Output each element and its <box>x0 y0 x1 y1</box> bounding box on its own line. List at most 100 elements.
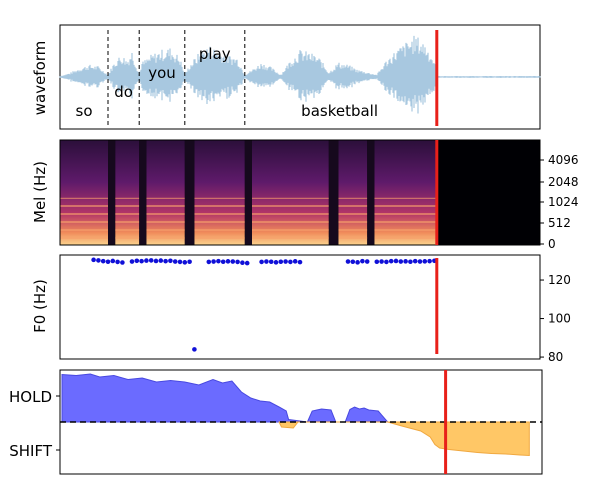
f0-point <box>182 260 188 265</box>
f0-point <box>417 259 423 264</box>
f0-point <box>158 258 164 263</box>
hs-ytick-label-shift: SHIFT <box>9 442 53 460</box>
mel-ytick-label-2: 1024 <box>548 195 579 209</box>
mel-heatmap <box>59 139 541 246</box>
mel-harmonics-3 <box>194 197 245 245</box>
f0-point <box>216 258 221 264</box>
f0-panel: F0 (Hz) 120 100 80 <box>31 254 571 364</box>
mel-ytick-label-1: 2048 <box>548 175 579 189</box>
mel-harmonics-1 <box>115 197 140 245</box>
waveform-trace <box>59 35 541 114</box>
f0-point <box>297 259 303 265</box>
word-label-do: do <box>114 83 133 101</box>
f0-point <box>355 260 360 265</box>
f0-point <box>100 258 106 264</box>
mel-silence <box>436 140 540 245</box>
mel-ytick-label-3: 512 <box>548 216 571 230</box>
f0-points <box>91 257 437 352</box>
mel-panel: Mel (Hz) 4096 2048 1024 512 0 <box>31 139 579 251</box>
word-label-so: so <box>76 102 93 120</box>
f0-point <box>403 259 408 264</box>
f0-point <box>427 258 432 264</box>
f0-point <box>115 259 120 265</box>
waveform-ylabel: waveform <box>31 41 49 116</box>
mel-gap-2 <box>184 140 195 245</box>
f0-point <box>105 259 111 265</box>
f0-point <box>278 259 284 265</box>
f0-ytick-label-2: 80 <box>548 350 563 364</box>
mel-ylabel: Mel (Hz) <box>31 161 49 223</box>
f0-point <box>235 259 240 265</box>
f0-point <box>225 259 231 264</box>
f0-point <box>187 259 192 265</box>
f0-point <box>384 259 389 265</box>
f0-point <box>120 260 125 265</box>
f0-point <box>268 259 274 265</box>
mel-gap-3 <box>244 140 252 245</box>
f0-point <box>177 259 183 265</box>
f0-point <box>163 258 168 264</box>
holdshift-areas <box>61 373 530 457</box>
f0-point <box>259 259 264 265</box>
f0-point <box>283 259 288 264</box>
f0-point <box>273 260 279 265</box>
f0-point <box>408 259 413 265</box>
mel-yticks: 4096 2048 1024 512 0 <box>540 153 579 251</box>
f0-point <box>393 258 399 264</box>
f0-point <box>129 259 135 264</box>
f0-point <box>350 259 356 265</box>
f0-ylabel: F0 (Hz) <box>31 279 49 333</box>
f0-point <box>345 259 351 264</box>
mel-harmonics-6 <box>374 197 437 245</box>
f0-yticks: 120 100 80 <box>540 273 571 364</box>
f0-frame <box>59 254 541 360</box>
mel-harmonics-0 <box>60 197 108 245</box>
f0-point <box>148 258 154 263</box>
mel-ytick-label-0: 4096 <box>548 153 579 167</box>
mel-ytick-label-4: 0 <box>548 237 556 251</box>
f0-point <box>172 259 178 264</box>
word-label-basketball: basketball <box>301 102 378 120</box>
f0-point <box>91 257 96 263</box>
f0-point <box>398 259 404 264</box>
f0-point <box>144 258 149 263</box>
holdshift-panel: HOLD SHIFT <box>9 369 543 475</box>
f0-point <box>139 258 144 264</box>
f0-point <box>240 260 245 266</box>
mel-harmonics-2 <box>146 197 185 245</box>
waveform-signal <box>59 35 541 114</box>
mel-harmonics-4 <box>252 197 329 245</box>
f0-point <box>422 259 428 264</box>
f0-point <box>288 259 293 265</box>
f0-point <box>153 258 159 264</box>
f0-point <box>360 258 365 264</box>
f0-point <box>364 259 370 264</box>
f0-point <box>374 259 380 265</box>
f0-point <box>211 259 216 264</box>
mel-gap-1 <box>139 140 147 245</box>
mel-gap-0 <box>108 140 116 245</box>
f0-point <box>388 258 394 264</box>
f0-point <box>220 259 226 265</box>
f0-ytick-label-1: 100 <box>548 312 571 326</box>
f0-point <box>264 259 269 264</box>
mel-frame <box>59 139 541 246</box>
f0-point <box>230 259 236 264</box>
word-label-play: play <box>199 45 231 63</box>
mel-gap-4 <box>328 140 339 245</box>
f0-point <box>110 258 116 264</box>
f0-point <box>134 258 140 264</box>
f0-point <box>292 259 298 264</box>
f0-point <box>412 258 418 264</box>
f0-point <box>206 259 212 265</box>
word-boundaries <box>107 30 246 126</box>
f0-point <box>379 259 384 264</box>
f0-point <box>244 260 250 266</box>
word-label-you: you <box>148 64 176 82</box>
hs-ytick-label-hold: HOLD <box>9 388 52 406</box>
f0-point <box>96 258 101 263</box>
mel-gap-5 <box>367 140 375 245</box>
